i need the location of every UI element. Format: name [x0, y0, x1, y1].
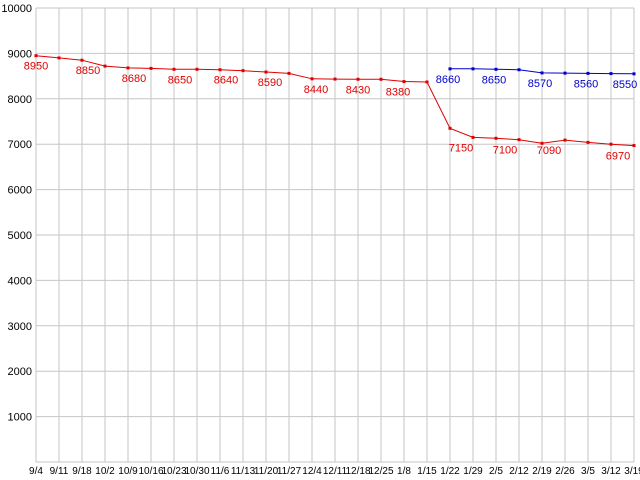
y-tick-label: 2000 — [8, 366, 32, 378]
red-series-marker — [34, 54, 38, 58]
blue-series-marker — [540, 71, 544, 75]
red-series-marker — [195, 67, 199, 71]
blue-series-marker — [563, 71, 567, 75]
blue-series-marker — [494, 67, 498, 71]
x-tick-label: 3/19 — [624, 466, 640, 477]
y-tick-label: 6000 — [8, 185, 32, 197]
red-series-marker — [563, 138, 567, 142]
blue-series-point-label: 8550 — [613, 79, 637, 91]
red-series-point-label: 7090 — [537, 145, 561, 157]
blue-series-point-label: 8570 — [528, 78, 552, 90]
y-tick-label: 1000 — [8, 412, 32, 424]
x-tick-label: 1/22 — [440, 466, 460, 477]
x-tick-label: 10/9 — [118, 466, 138, 477]
x-tick-label: 1/29 — [463, 466, 483, 477]
blue-series-marker — [609, 72, 613, 76]
red-series-point-label: 8680 — [122, 73, 146, 85]
x-tick-label: 11/6 — [211, 466, 230, 477]
y-tick-label: 4000 — [8, 275, 32, 287]
blue-series-point-label: 8650 — [482, 74, 506, 86]
red-series-point-label: 7150 — [449, 142, 473, 154]
red-series-point-label: 8380 — [386, 87, 410, 99]
x-tick-label: 12/25 — [368, 466, 393, 477]
red-series-marker — [448, 126, 452, 130]
red-series-marker — [310, 77, 314, 81]
red-series-marker — [540, 141, 544, 145]
blue-series-marker — [632, 72, 636, 76]
red-series-marker — [57, 56, 61, 60]
blue-series-marker — [471, 67, 475, 71]
red-series-point-label: 8950 — [24, 61, 48, 73]
blue-series-point-label: 8660 — [436, 74, 460, 86]
red-series-marker — [494, 136, 498, 140]
red-series-marker — [586, 140, 590, 144]
x-tick-label: 12/18 — [345, 466, 370, 477]
red-series-marker — [402, 80, 406, 84]
red-series-marker — [126, 66, 130, 70]
red-series-marker — [172, 67, 176, 71]
x-tick-label: 10/23 — [161, 466, 186, 477]
red-series-point-label: 8650 — [168, 74, 192, 86]
x-tick-label: 12/4 — [302, 466, 322, 477]
red-series-marker — [103, 64, 107, 68]
x-tick-label: 1/8 — [397, 466, 411, 477]
red-series-point-label: 7100 — [493, 145, 517, 157]
y-tick-label: 9000 — [8, 48, 32, 60]
x-tick-label: 3/5 — [581, 466, 595, 477]
blue-series-marker — [448, 67, 452, 71]
red-series-point-label: 6970 — [606, 151, 630, 163]
blue-series-marker — [586, 71, 590, 75]
red-series-marker — [632, 144, 636, 148]
x-tick-label: 10/2 — [95, 466, 115, 477]
x-tick-label: 10/30 — [184, 466, 209, 477]
red-series-marker — [80, 58, 84, 62]
red-series-point-label: 8640 — [214, 75, 238, 87]
x-tick-label: 11/13 — [231, 466, 256, 477]
red-series-point-label: 8440 — [304, 84, 328, 96]
red-series-marker — [425, 80, 429, 84]
red-series-marker — [287, 71, 291, 75]
x-tick-label: 12/11 — [323, 466, 348, 477]
red-series-marker — [609, 142, 613, 146]
red-series-marker — [356, 77, 360, 81]
x-tick-label: 9/4 — [29, 466, 43, 477]
x-tick-label: 2/26 — [555, 466, 575, 477]
x-tick-label: 2/5 — [489, 466, 503, 477]
x-tick-label: 3/12 — [601, 466, 621, 477]
blue-series-marker — [517, 68, 521, 72]
blue-series-point-label: 8560 — [574, 78, 598, 90]
red-series-marker — [149, 66, 153, 70]
y-tick-label: 10000 — [1, 3, 32, 15]
x-tick-label: 9/18 — [72, 466, 92, 477]
red-series-marker — [379, 77, 383, 81]
red-series-marker — [333, 77, 337, 81]
x-tick-label: 11/27 — [277, 466, 302, 477]
red-series-point-label: 8430 — [346, 84, 370, 96]
x-tick-label: 9/11 — [50, 466, 69, 477]
red-series-marker — [218, 68, 222, 72]
x-tick-label: 10/16 — [138, 466, 163, 477]
x-tick-label: 11/20 — [254, 466, 279, 477]
x-tick-label: 2/12 — [509, 466, 529, 477]
red-series-marker — [517, 138, 521, 142]
y-tick-label: 8000 — [8, 94, 32, 106]
x-tick-label: 1/15 — [417, 466, 437, 477]
y-tick-label: 5000 — [8, 230, 32, 242]
red-series-marker — [264, 70, 268, 74]
y-tick-label: 3000 — [8, 321, 32, 333]
red-series-marker — [241, 69, 245, 73]
red-series-point-label: 8850 — [76, 65, 100, 77]
red-series-point-label: 8590 — [258, 77, 282, 89]
y-tick-label: 7000 — [8, 139, 32, 151]
x-tick-label: 2/19 — [532, 466, 552, 477]
red-series-marker — [471, 135, 475, 139]
